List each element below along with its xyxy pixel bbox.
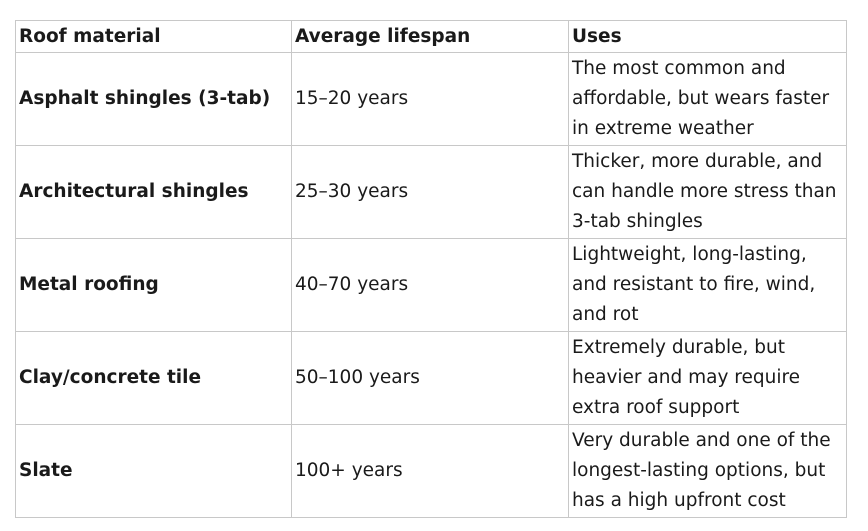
table-row: Slate 100+ years Very durable and one of t… [15, 424, 847, 518]
table-row: Clay/concrete tile 50–100 years Extremely … [15, 331, 847, 425]
table-cell: Very durable and one of the longest-last… [568, 424, 847, 518]
table-cell: 25–30 years [291, 145, 569, 239]
table-cell: The most common and affordable, but wear… [568, 52, 847, 146]
table-cell: Clay/concrete tile [15, 331, 292, 425]
header-cell: Roof material [15, 20, 292, 53]
table-cell: Slate [15, 424, 292, 518]
table-cell: 100+ years [291, 424, 569, 518]
table-cell: Extremely durable, but heavier and may r… [568, 331, 847, 425]
roof-table: Roof material Average lifespan Uses Asphal… [15, 20, 847, 518]
table-cell: Asphalt shingles (3-tab) [15, 52, 292, 146]
table-body: Asphalt shingles (3-tab) 15–20 years The m… [15, 52, 847, 518]
table-cell: Lightweight, long-lasting, and resistant… [568, 238, 847, 332]
header-cell: Uses [568, 20, 847, 53]
table-cell: Metal roofing [15, 238, 292, 332]
header-cell: Average lifespan [291, 20, 569, 53]
table-cell: 40–70 years [291, 238, 569, 332]
table-row: Architectural shingles 25–30 years Thicker… [15, 145, 847, 239]
table-row: Metal roofing 40–70 years Lightweight, lon… [15, 238, 847, 332]
header-row: Roof material Average lifespan Uses [15, 20, 847, 53]
table-cell: 15–20 years [291, 52, 569, 146]
table-cell: Thicker, more durable, and can handle mo… [568, 145, 847, 239]
table-cell: Architectural shingles [15, 145, 292, 239]
table-cell: 50–100 years [291, 331, 569, 425]
table-row: Asphalt shingles (3-tab) 15–20 years The m… [15, 52, 847, 146]
